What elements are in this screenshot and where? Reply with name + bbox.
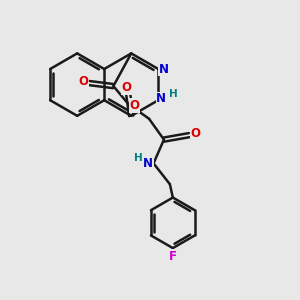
Text: O: O bbox=[78, 75, 88, 88]
Text: H: H bbox=[134, 153, 142, 163]
Text: H: H bbox=[169, 89, 178, 99]
Text: O: O bbox=[191, 127, 201, 140]
Text: O: O bbox=[122, 81, 132, 94]
Text: N: N bbox=[156, 92, 166, 105]
Text: F: F bbox=[169, 250, 177, 263]
Text: N: N bbox=[143, 157, 153, 170]
Text: N: N bbox=[159, 62, 169, 76]
Text: O: O bbox=[129, 99, 139, 112]
